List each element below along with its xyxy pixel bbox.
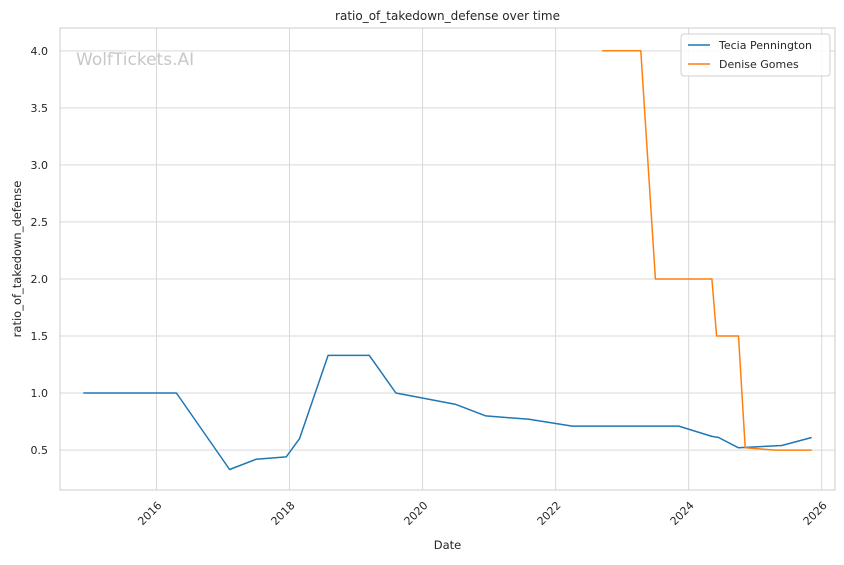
x-tick-label: 2026 bbox=[801, 499, 830, 528]
x-tick-label: 2016 bbox=[135, 499, 164, 528]
legend: Tecia Pennington Denise Gomes bbox=[680, 33, 831, 77]
y-axis-label: ratio_of_takedown_defense bbox=[10, 181, 24, 338]
x-tick-label: 2024 bbox=[668, 499, 697, 528]
legend-label-tecia-pennington: Tecia Pennington bbox=[718, 39, 812, 52]
x-tick-label: 2018 bbox=[269, 499, 298, 528]
chart-title: ratio_of_takedown_defense over time bbox=[335, 9, 560, 23]
legend-label-denise-gomes: Denise Gomes bbox=[719, 58, 799, 71]
x-tick-label: 2020 bbox=[402, 499, 431, 528]
y-tick-label: 0.5 bbox=[31, 444, 49, 457]
series-line-denise-gomes bbox=[602, 50, 812, 451]
legend-box bbox=[680, 33, 831, 77]
y-tick-label: 1.0 bbox=[31, 387, 49, 400]
plot-area bbox=[59, 27, 836, 491]
y-tick-label: 2.5 bbox=[31, 216, 49, 229]
x-axis-label: Date bbox=[434, 538, 462, 552]
watermark-text: WolfTickets.AI bbox=[76, 50, 194, 70]
tick-labels: 2016 2018 2020 2022 2024 2026 0.5 1.0 1.5 2.0 2.5 3… bbox=[31, 45, 830, 528]
grid-lines bbox=[60, 28, 835, 490]
y-tick-label: 3.0 bbox=[31, 159, 49, 172]
x-tick-label: 2022 bbox=[535, 499, 564, 528]
series-lines bbox=[83, 50, 812, 471]
y-tick-label: 1.5 bbox=[31, 330, 49, 343]
y-tick-label: 4.0 bbox=[31, 45, 49, 58]
series-line-tecia-pennington bbox=[83, 354, 812, 471]
y-tick-label: 2.0 bbox=[31, 273, 49, 286]
y-tick-label: 3.5 bbox=[31, 102, 49, 115]
